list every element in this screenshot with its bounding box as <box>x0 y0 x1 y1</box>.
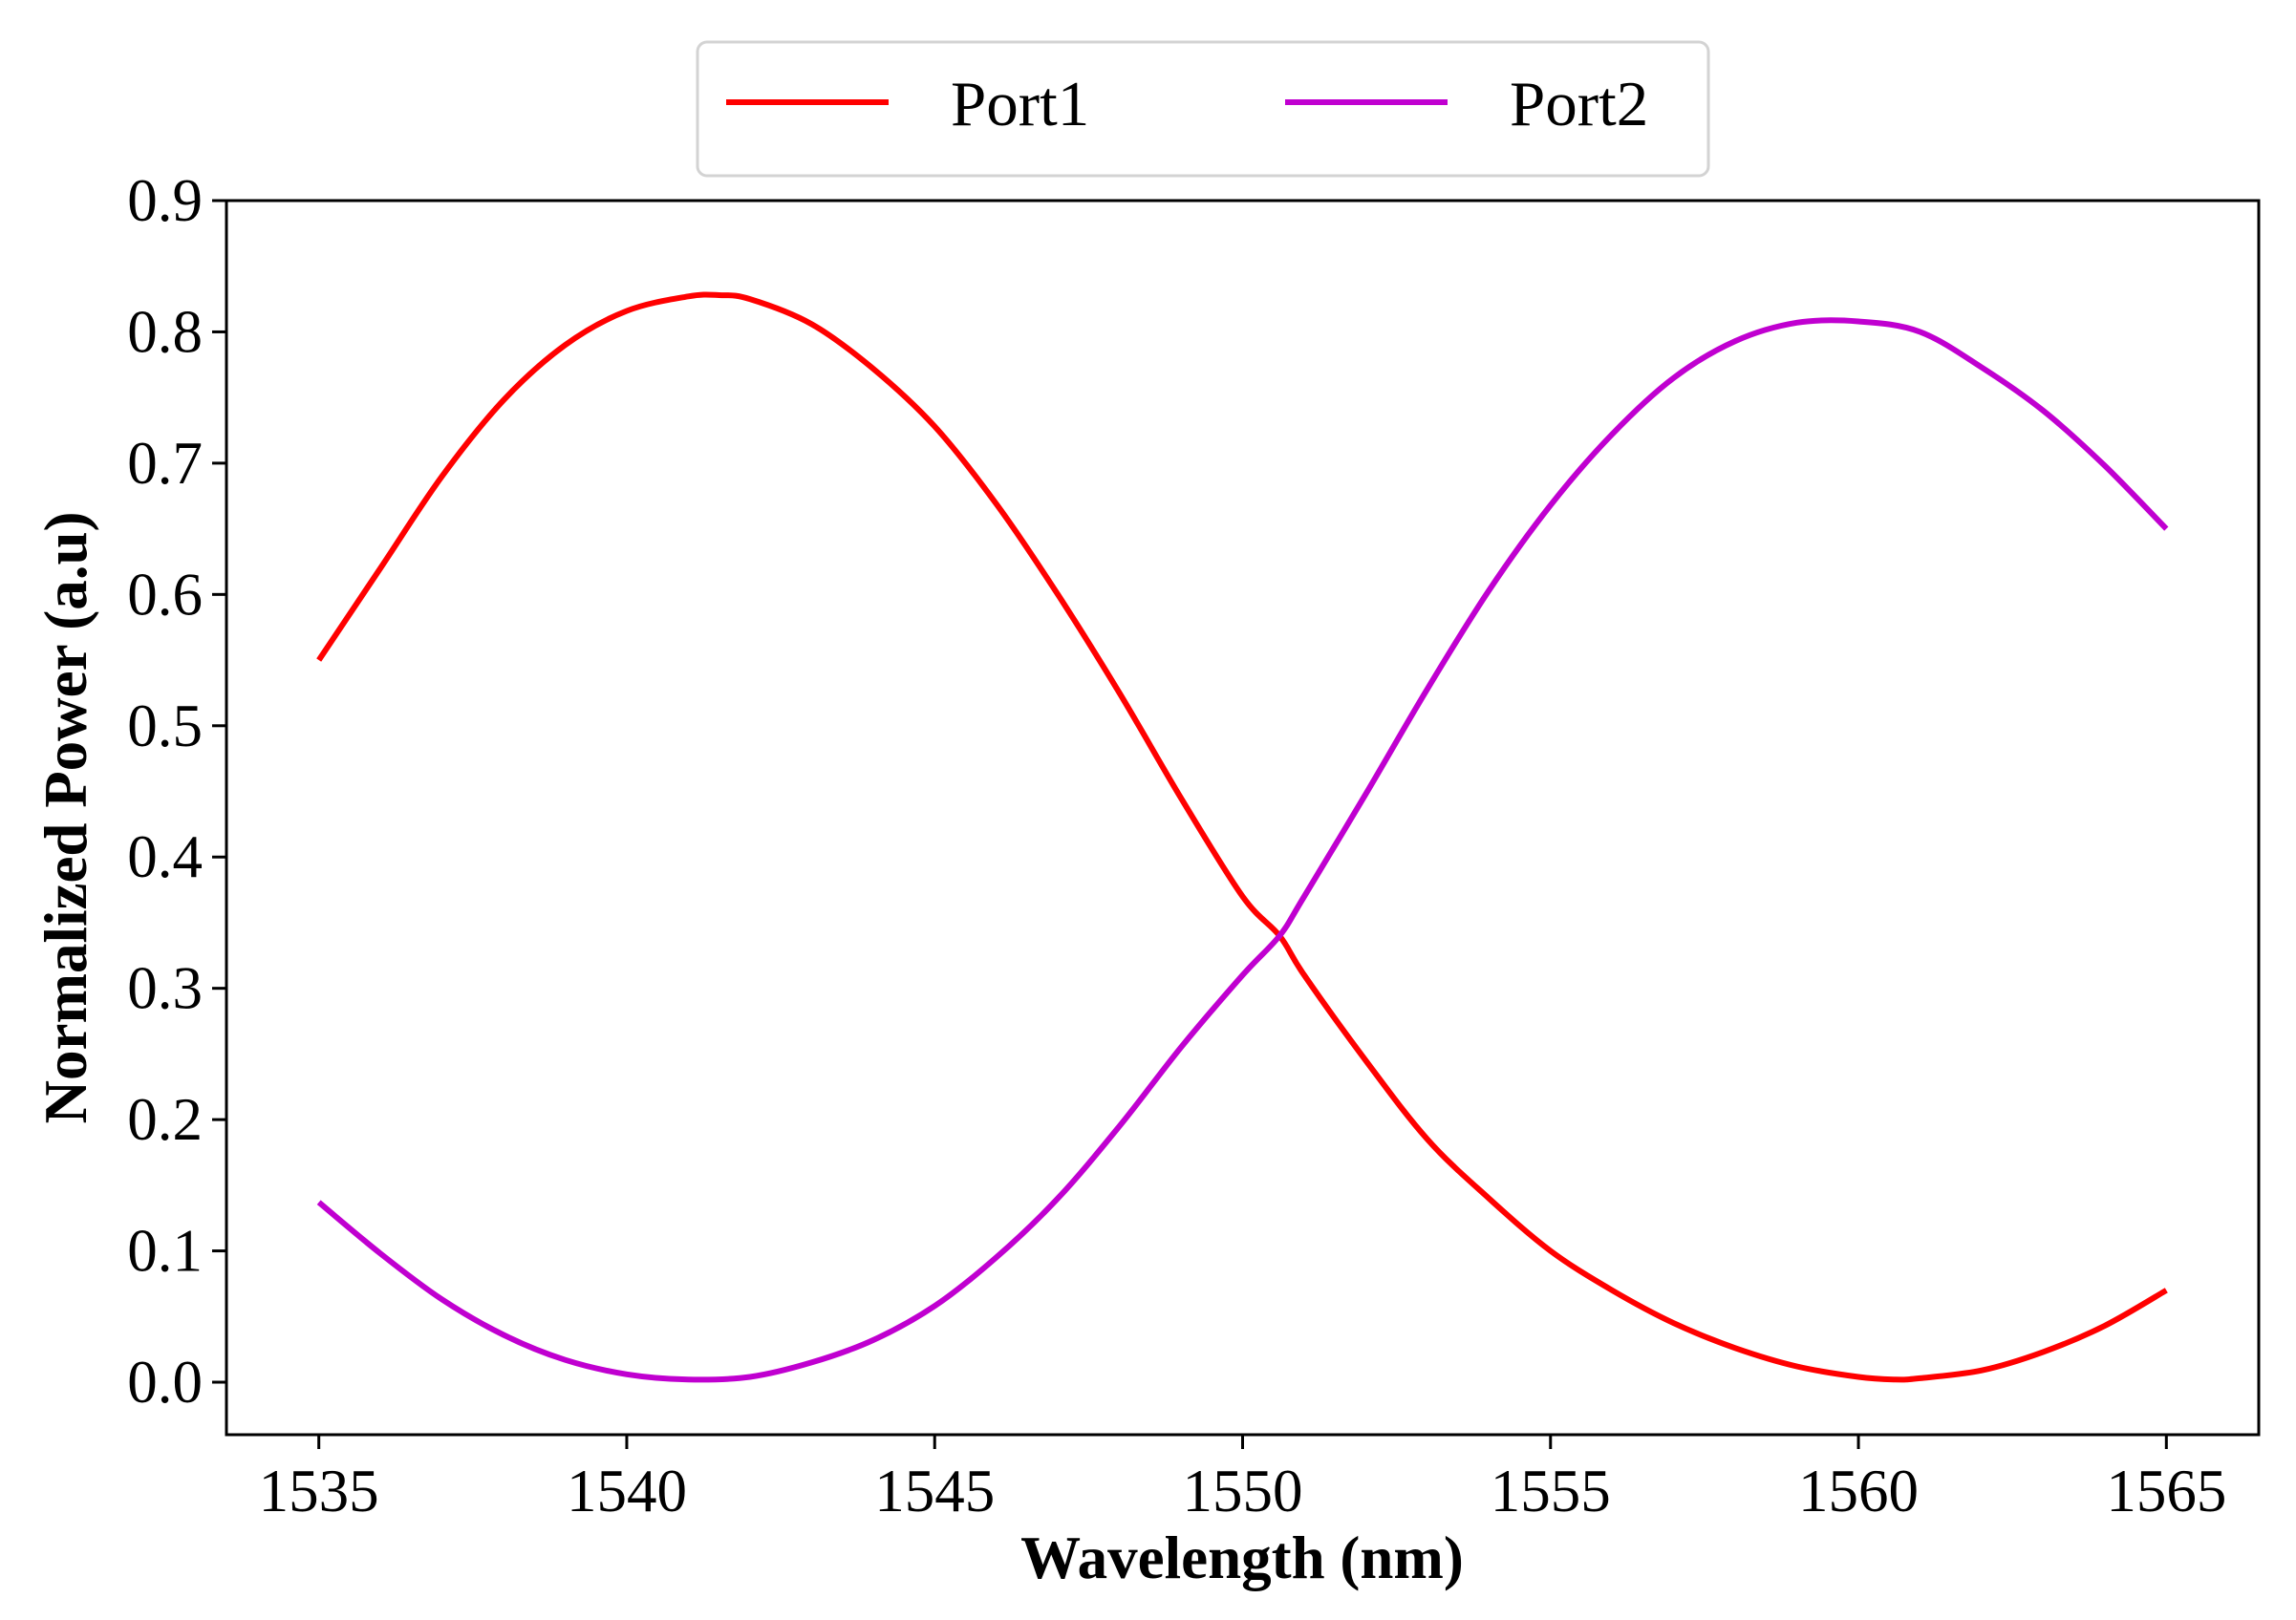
x-tick-label: 1550 <box>1183 1458 1303 1524</box>
y-tick-label: 0.9 <box>127 167 203 234</box>
legend-label-port2: Port2 <box>1510 69 1648 139</box>
x-tick-label: 1545 <box>874 1458 995 1524</box>
y-tick-label: 0.8 <box>127 298 203 365</box>
y-tick-label: 0.1 <box>127 1218 203 1285</box>
series-line-port2 <box>316 317 2169 1383</box>
y-tick-label: 0.0 <box>127 1349 203 1416</box>
y-tick-label: 0.5 <box>127 693 203 759</box>
y-axis: 0.0 0.1 0.2 0.3 0.4 0.5 0.6 0.7 0.8 0.9 <box>127 167 226 1416</box>
series-line-port1 <box>316 291 2168 1383</box>
y-tick-label: 0.7 <box>127 430 203 497</box>
x-tick-label: 1540 <box>567 1458 687 1524</box>
x-tick-label: 1560 <box>1798 1458 1919 1524</box>
x-axis: 1535 1540 1545 1550 1555 1560 1565 <box>259 1435 2226 1524</box>
y-axis-title: Normalized Power (a.u) <box>32 512 99 1124</box>
y-tick-label: 0.3 <box>127 955 203 1022</box>
x-axis-title: Wavelength (nm) <box>1020 1524 1464 1591</box>
legend-box <box>696 40 1710 178</box>
y-tick-label: 0.6 <box>127 561 203 628</box>
x-tick-label: 1565 <box>2106 1458 2226 1524</box>
y-tick-label: 0.4 <box>127 823 203 890</box>
legend: Port1 Port2 <box>696 40 1710 178</box>
y-tick-label: 0.2 <box>127 1086 203 1153</box>
legend-label-port1: Port1 <box>951 69 1089 139</box>
x-tick-label: 1555 <box>1491 1458 1611 1524</box>
series-layer <box>316 291 2169 1383</box>
x-tick-label: 1535 <box>259 1458 379 1524</box>
